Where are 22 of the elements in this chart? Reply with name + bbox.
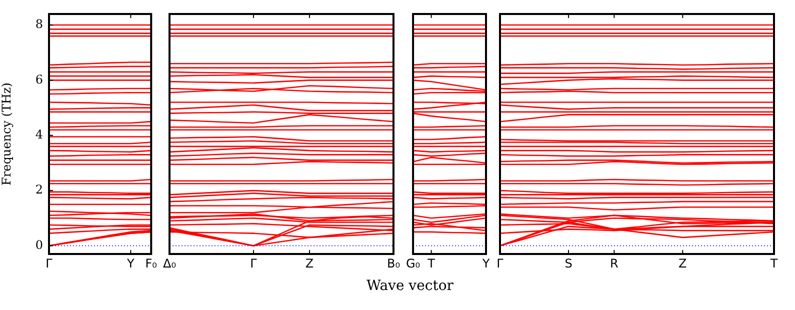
y-tick-label: 2 xyxy=(35,182,43,197)
x-tick-label: R xyxy=(610,256,618,270)
x-tick-label: Γ xyxy=(46,256,53,270)
x-tick-label: B₀ xyxy=(386,256,400,270)
y-tick-label: 4 xyxy=(35,128,44,142)
x-tick-label: Γ xyxy=(496,256,504,270)
y-tick-label: 8 xyxy=(35,17,43,32)
x-tick-label: Γ xyxy=(250,256,258,270)
y-tick-label: 6 xyxy=(35,72,43,86)
y-axis-title: Frequency (THz) xyxy=(0,82,14,186)
x-tick-label: Y xyxy=(481,256,490,270)
x-tick-label: F₀ xyxy=(145,256,158,270)
x-tick-label: Z xyxy=(305,256,314,270)
x-tick-label: T xyxy=(769,256,778,270)
x-tick-label: G₀ xyxy=(406,256,420,270)
x-tick-label: Δ₀ xyxy=(162,256,176,270)
y-tick-label: 0 xyxy=(35,238,43,252)
x-tick-label: T xyxy=(426,256,436,270)
x-tick-label: S xyxy=(564,256,572,270)
x-tick-label: Y xyxy=(126,256,136,270)
x-axis-title: Wave vector xyxy=(366,278,454,294)
x-tick-label: Z xyxy=(678,256,687,270)
